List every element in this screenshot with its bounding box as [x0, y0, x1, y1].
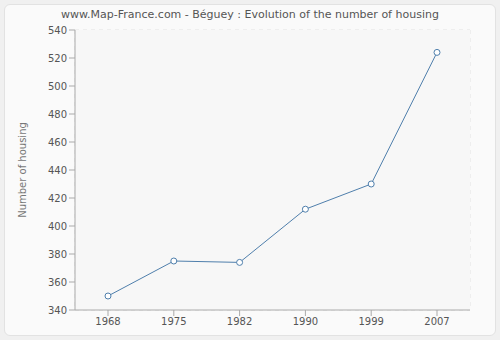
- svg-text:Number of housing: Number of housing: [17, 122, 28, 218]
- svg-text:1968: 1968: [95, 316, 120, 327]
- svg-text:460: 460: [48, 137, 67, 148]
- svg-text:1999: 1999: [358, 316, 383, 327]
- svg-text:340: 340: [48, 305, 67, 316]
- svg-text:1990: 1990: [293, 316, 318, 327]
- svg-text:440: 440: [48, 165, 67, 176]
- svg-text:360: 360: [48, 277, 67, 288]
- svg-text:2007: 2007: [424, 316, 449, 327]
- svg-text:380: 380: [48, 249, 67, 260]
- svg-text:420: 420: [48, 193, 67, 204]
- svg-text:500: 500: [48, 81, 67, 92]
- svg-text:480: 480: [48, 109, 67, 120]
- svg-text:540: 540: [48, 25, 67, 36]
- svg-text:1982: 1982: [227, 316, 252, 327]
- svg-text:520: 520: [48, 53, 67, 64]
- svg-text:1975: 1975: [161, 316, 186, 327]
- html-text:www.Map-France.com - Béguey :: www.Map-France.com - Béguey : Evolution …: [61, 8, 439, 21]
- svg-text:400: 400: [48, 221, 67, 232]
